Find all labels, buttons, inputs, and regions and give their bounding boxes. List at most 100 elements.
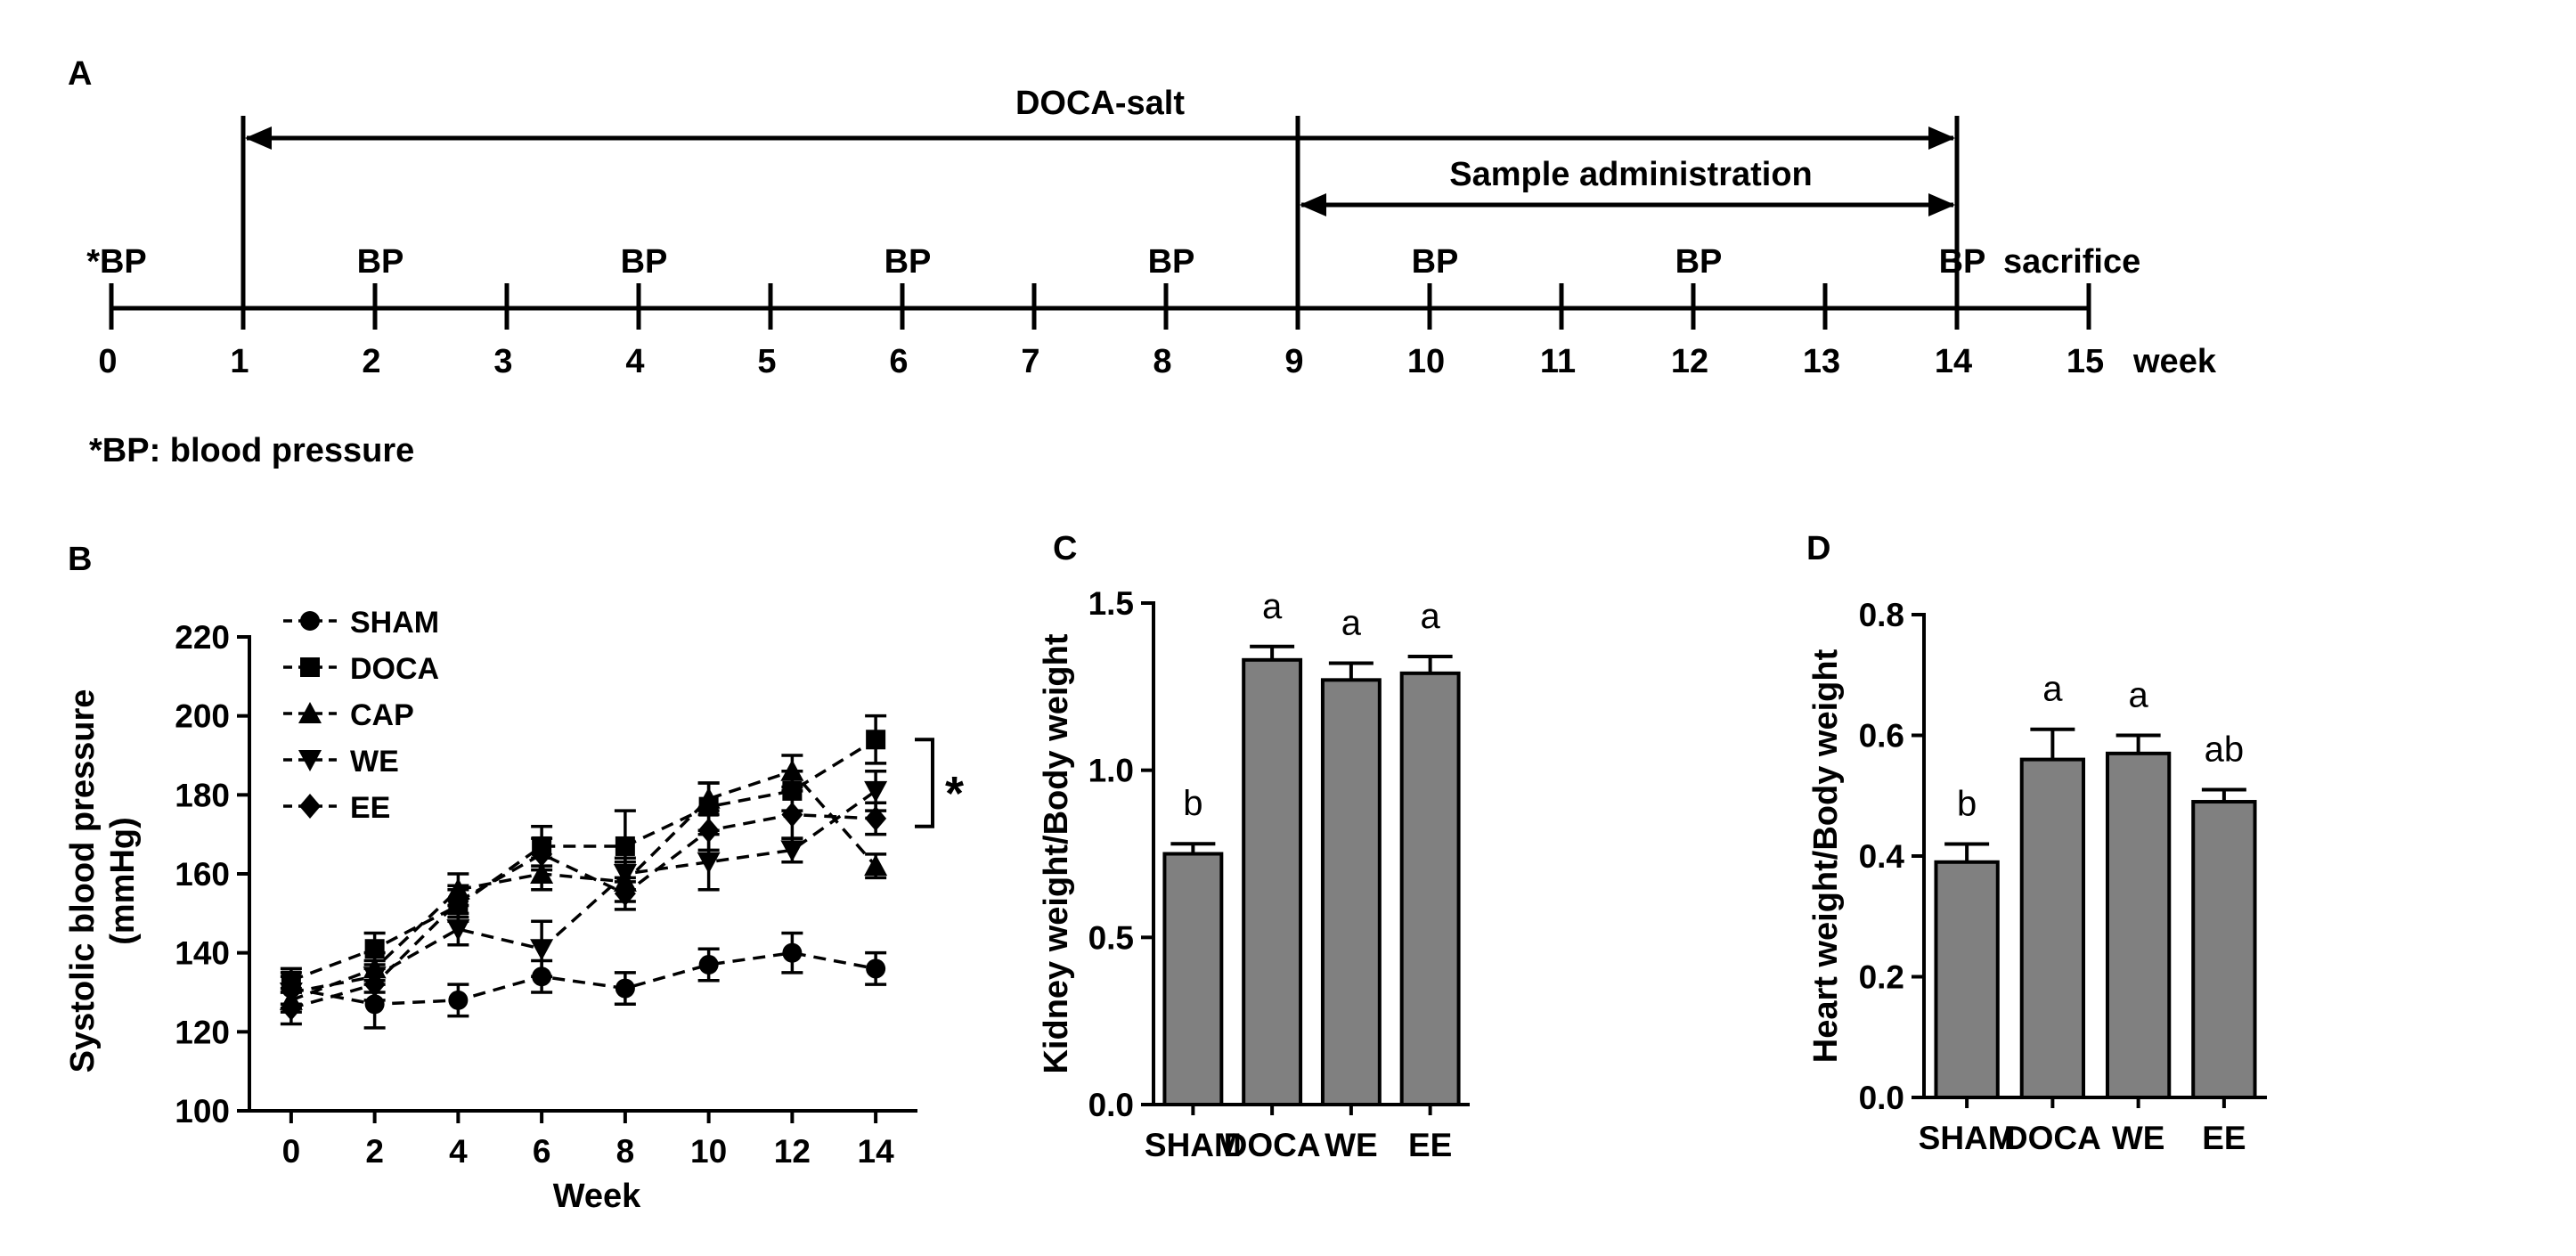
timeline-week-label: 15 (2067, 343, 2104, 380)
panel-b-ylabel: Systolic blood pressure (64, 689, 102, 1073)
data-point-ee (697, 818, 720, 844)
arrowhead-right (1928, 126, 1955, 150)
significance-letter-we: a (2129, 676, 2149, 715)
category-label-sham: SHAM (1919, 1120, 2016, 1156)
series-line-we (290, 789, 877, 994)
legend-marker-cap (298, 702, 322, 723)
arrowhead-left (1300, 193, 1326, 216)
bar-sham (1162, 852, 1224, 1106)
data-point-sham (866, 958, 886, 979)
data-point-cap (780, 759, 804, 781)
legend-marker-ee (299, 794, 321, 819)
data-point-ee (531, 841, 553, 867)
timeline-week-label: 9 (1284, 343, 1303, 380)
series-line-sham (290, 950, 876, 1007)
panel-c-ylabel: Kidney weight/Body weight (1038, 633, 1075, 1073)
data-point-ee (614, 881, 636, 907)
panel-d-ylabel: Heart weight/Body weight (1807, 648, 1845, 1063)
panel-b-x-tick-label: 14 (858, 1133, 895, 1170)
category-label-we: WE (2112, 1120, 2165, 1156)
timeline-week-label: 12 (1671, 343, 1708, 380)
significance-letter-ee: a (1421, 597, 1441, 636)
panel-b-xlabel: Week (553, 1178, 641, 1215)
bp-measurement-label: BP (357, 243, 404, 281)
data-point-we (697, 852, 721, 874)
legend-label-ee: EE (350, 791, 390, 825)
timeline-week-label: 7 (1021, 343, 1039, 380)
panel-a-timeline: A 0 1 2 3 4 5 6 7 8 9 10 11 12 13 14 15*BP BP BP BP BP BP BP B… (68, 55, 2217, 469)
category-label-doca: DOCA (2004, 1120, 2101, 1156)
week-unit-label: week (2132, 343, 2217, 380)
data-point-ee (781, 802, 803, 828)
data-point-we (613, 864, 637, 885)
panel-d-y-tick-label: 0.2 (1859, 959, 1904, 996)
panel-b-y-tick-label: 100 (175, 1093, 230, 1130)
panel-b-x-tick-label: 2 (365, 1133, 384, 1170)
series-line-cap (290, 769, 877, 1002)
panel-d-y-tick-label: 0.8 (1859, 597, 1904, 633)
sacrifice-label: sacrifice (2003, 243, 2140, 281)
bp-measurement-label: BP (1412, 243, 1459, 281)
data-point-ee (280, 995, 302, 1021)
panel-c-y-tick-label: 1.5 (1088, 585, 1134, 622)
bp-measurement-label: BP (1148, 243, 1195, 281)
panel-d-bar-chart: D Heart weight/Body weight 0.0 0.2 0.4 0.6 0… (1806, 530, 2267, 1156)
panel-c-y-tick-label: 0.5 (1088, 919, 1134, 956)
panel-b-y-tick-label: 140 (175, 935, 230, 972)
bp-measurement-label: BP (621, 243, 668, 281)
timeline-week-label: 1 (230, 343, 249, 380)
panel-b-label: B (68, 541, 92, 578)
series-line-doca (290, 738, 877, 983)
panel-c-bar-chart: C Kidney weight/Body weight 0.0 0.5 1.0 1.5… (1038, 530, 1470, 1163)
panel-b-significance-star: * (945, 767, 964, 820)
data-point-we (530, 939, 554, 961)
blood-pressure-footnote: *BP: blood pressure (89, 432, 414, 469)
panel-c-y-tick-label: 1.0 (1088, 753, 1134, 789)
panel-d-y-tick-label: 0.4 (1859, 838, 1905, 875)
panel-b-y-tick-label: 220 (175, 619, 230, 656)
legend-marker-sham (300, 611, 320, 631)
category-label-we: WE (1325, 1127, 1378, 1163)
panel-c-label: C (1053, 530, 1077, 567)
timeline-week-label: 4 (625, 343, 644, 380)
timeline-week-label: 10 (1407, 343, 1445, 380)
category-label-sham: SHAM (1145, 1127, 1242, 1163)
significance-letter-doca: a (2042, 670, 2063, 709)
significance-letter-ee: ab (2205, 730, 2245, 769)
panel-a-label: A (68, 55, 92, 93)
data-point-we (446, 919, 470, 942)
panel-d-label: D (1806, 530, 1830, 567)
panel-b-y-tick-label: 120 (175, 1014, 230, 1050)
bar-ee (1399, 671, 1461, 1106)
data-point-sham (698, 954, 719, 975)
bar-ee (2191, 800, 2257, 1100)
panel-d-y-tick-label: 0.0 (1859, 1080, 1904, 1116)
legend-label-we: WE (350, 745, 399, 779)
bar-doca (1242, 657, 1303, 1106)
significance-bracket (915, 738, 934, 828)
panel-d-y-tick-label: 0.6 (1859, 718, 1904, 754)
significance-letter-we: a (1341, 604, 1362, 643)
data-point-ee (447, 889, 469, 915)
significance-letter-doca: a (1262, 587, 1283, 626)
category-label-doca: DOCA (1224, 1127, 1321, 1163)
sample-administration-label: Sample administration (1449, 156, 1813, 193)
category-label-ee: EE (1408, 1127, 1452, 1163)
panel-b-line-chart: B Systolic blood pressure (mmHg) Week * … (64, 541, 964, 1215)
data-point-ee (865, 805, 887, 831)
bp-measurement-label: BP (1675, 243, 1723, 281)
timeline-week-label: 3 (493, 343, 512, 380)
bar-doca (2019, 757, 2086, 1099)
data-point-we (864, 780, 888, 803)
arrowhead-left (245, 126, 272, 150)
legend-label-doca: DOCA (350, 652, 439, 686)
series-line-ee (290, 812, 876, 1010)
panel-b-ylabel-unit: (mmHg) (104, 817, 142, 945)
data-point-doca (866, 730, 886, 750)
panel-b-x-tick-label: 6 (533, 1133, 551, 1170)
panel-b-x-tick-label: 8 (616, 1133, 635, 1170)
panel-b-x-tick-label: 0 (282, 1133, 301, 1170)
data-point-ee (363, 972, 386, 998)
timeline-week-label: 0 (98, 343, 117, 380)
